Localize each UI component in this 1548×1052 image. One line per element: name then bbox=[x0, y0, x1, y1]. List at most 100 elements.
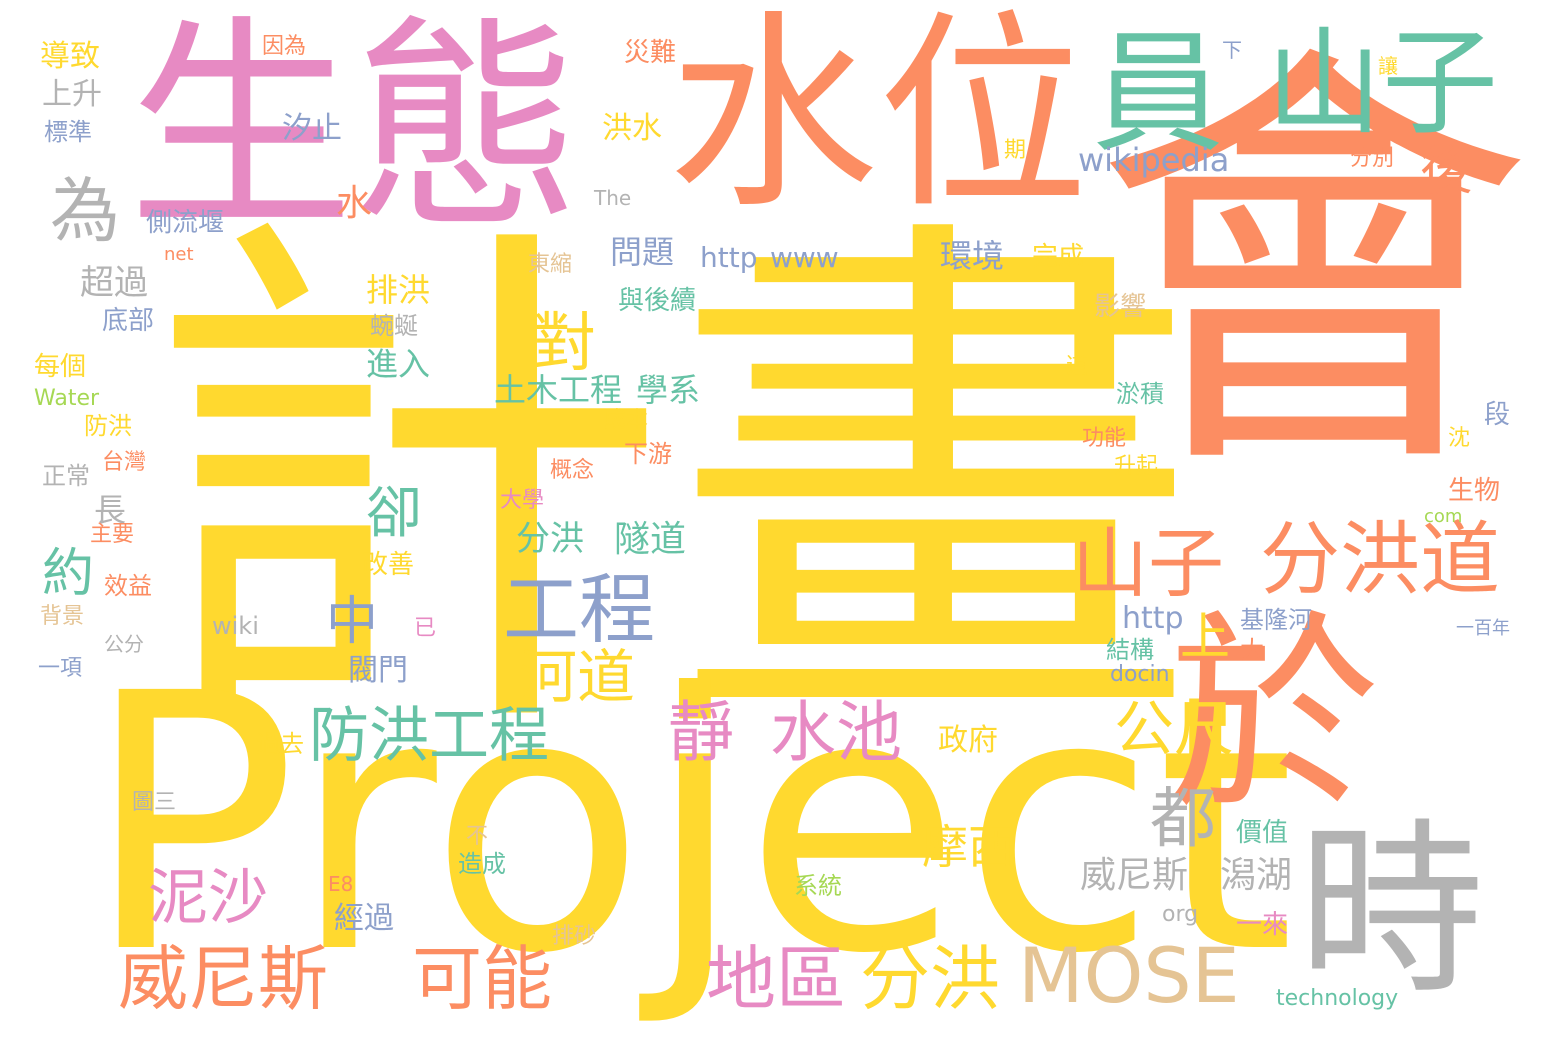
word: 上 bbox=[1180, 608, 1230, 666]
word: 政府 bbox=[938, 723, 998, 758]
word: 圖三 bbox=[132, 790, 177, 815]
word: 山子 bbox=[1072, 519, 1224, 608]
word: 側流堰 bbox=[146, 208, 225, 238]
word: 大學 bbox=[500, 488, 545, 513]
word: 段 bbox=[1484, 400, 1511, 430]
word: 底部 bbox=[102, 306, 155, 336]
word: 導致 bbox=[40, 39, 100, 74]
word: 一百年 bbox=[1456, 618, 1510, 639]
word: com bbox=[1424, 506, 1463, 527]
word: 計畫 bbox=[140, 178, 1200, 795]
word: 造成 bbox=[458, 850, 506, 878]
word: 為 bbox=[50, 170, 120, 252]
word: 主要 bbox=[90, 522, 135, 547]
word: 土木工程 bbox=[494, 371, 623, 409]
word: 下 bbox=[1222, 38, 1242, 62]
word: 結構 bbox=[1106, 636, 1154, 664]
word: 不 bbox=[466, 824, 489, 849]
word: 下游 bbox=[624, 440, 672, 468]
word: 一來 bbox=[1236, 910, 1289, 940]
word: 淤積 bbox=[1116, 380, 1164, 408]
word: 分洪 bbox=[516, 519, 584, 559]
word: 已 bbox=[414, 616, 437, 641]
word: 約 bbox=[42, 544, 95, 604]
word: Project bbox=[84, 619, 1296, 1031]
word: wiki bbox=[212, 612, 259, 640]
word: 水 bbox=[336, 183, 373, 224]
word: 系統 bbox=[794, 872, 842, 900]
word: 員 bbox=[1092, 17, 1224, 171]
word: E8 bbox=[328, 872, 354, 896]
word: Water bbox=[34, 386, 100, 411]
word: 排洪 bbox=[366, 271, 431, 309]
word: http bbox=[1122, 601, 1184, 636]
word: 閥門 bbox=[348, 653, 408, 688]
word: 摩西 bbox=[922, 820, 1014, 874]
word: 經過 bbox=[334, 901, 394, 936]
word: 超過 bbox=[80, 263, 148, 303]
word: 汐止 bbox=[282, 111, 342, 146]
word: 防洪工程 bbox=[309, 701, 549, 771]
word: 威尼斯 bbox=[118, 938, 328, 1020]
word: 排砂 bbox=[552, 924, 597, 949]
word: 價值 bbox=[1236, 818, 1289, 848]
word: 靜 bbox=[668, 694, 734, 771]
word: 讓 bbox=[1378, 54, 1398, 78]
word: 正常 bbox=[42, 462, 90, 490]
word: 問題 bbox=[610, 233, 675, 271]
word: 防洪 bbox=[84, 412, 132, 440]
word: 公分 bbox=[104, 632, 144, 656]
word: wikipedia bbox=[1078, 141, 1230, 179]
word: 隧道 bbox=[614, 519, 687, 560]
word: 潟湖 bbox=[1220, 855, 1293, 896]
word: 水池 bbox=[770, 694, 902, 771]
word: 影響 bbox=[1094, 292, 1147, 322]
word: 一項 bbox=[38, 656, 83, 681]
word: 因為 bbox=[262, 34, 307, 59]
word: 泥沙 bbox=[148, 863, 268, 933]
word: 標準 bbox=[44, 118, 92, 146]
word: 分洪道 bbox=[1260, 513, 1500, 606]
word: The bbox=[594, 186, 632, 210]
word: 分洪 bbox=[860, 938, 1000, 1020]
word: 完成 bbox=[1032, 242, 1085, 272]
word: 沈 bbox=[1448, 426, 1471, 451]
word: www bbox=[770, 241, 839, 274]
word: 改善 bbox=[362, 550, 415, 580]
word: 蜿蜒 bbox=[370, 312, 418, 340]
word: 與後續 bbox=[618, 286, 697, 316]
word: 卻 bbox=[366, 481, 422, 546]
word: 背景 bbox=[40, 604, 85, 629]
word: 分別 bbox=[1350, 146, 1395, 171]
word: net bbox=[164, 244, 194, 265]
word: 功能 bbox=[1082, 426, 1127, 451]
word: 期 bbox=[1004, 138, 1027, 163]
word: 災難 bbox=[624, 38, 677, 68]
word: 效益 bbox=[104, 572, 152, 600]
word: 會 bbox=[1093, 12, 1533, 524]
word: 生物 bbox=[1448, 476, 1501, 506]
word: 概念 bbox=[550, 458, 595, 483]
word: 都 bbox=[1150, 780, 1216, 857]
word: 可能 bbox=[412, 938, 552, 1020]
word: 地區 bbox=[706, 938, 846, 1020]
word: docin bbox=[1110, 662, 1170, 687]
word: 工程 bbox=[503, 565, 655, 654]
word: 生態 bbox=[128, 0, 581, 260]
word: 學系 bbox=[636, 371, 701, 409]
word: 過去 bbox=[256, 730, 304, 758]
word: 洪水 bbox=[602, 111, 662, 146]
word: org bbox=[1162, 902, 1199, 927]
word: 山子 bbox=[1266, 16, 1498, 151]
word: 基隆河 bbox=[1240, 606, 1312, 634]
word: 後 bbox=[1420, 142, 1473, 202]
word: 環境 bbox=[940, 237, 1005, 275]
word: 每個 bbox=[34, 352, 87, 382]
word: 公尺 bbox=[1114, 695, 1234, 765]
word: 上升 bbox=[42, 77, 102, 112]
word: 台灣 bbox=[102, 450, 147, 475]
word: http bbox=[700, 241, 758, 274]
word: 中 bbox=[326, 592, 379, 652]
word: 進入 bbox=[366, 345, 431, 383]
